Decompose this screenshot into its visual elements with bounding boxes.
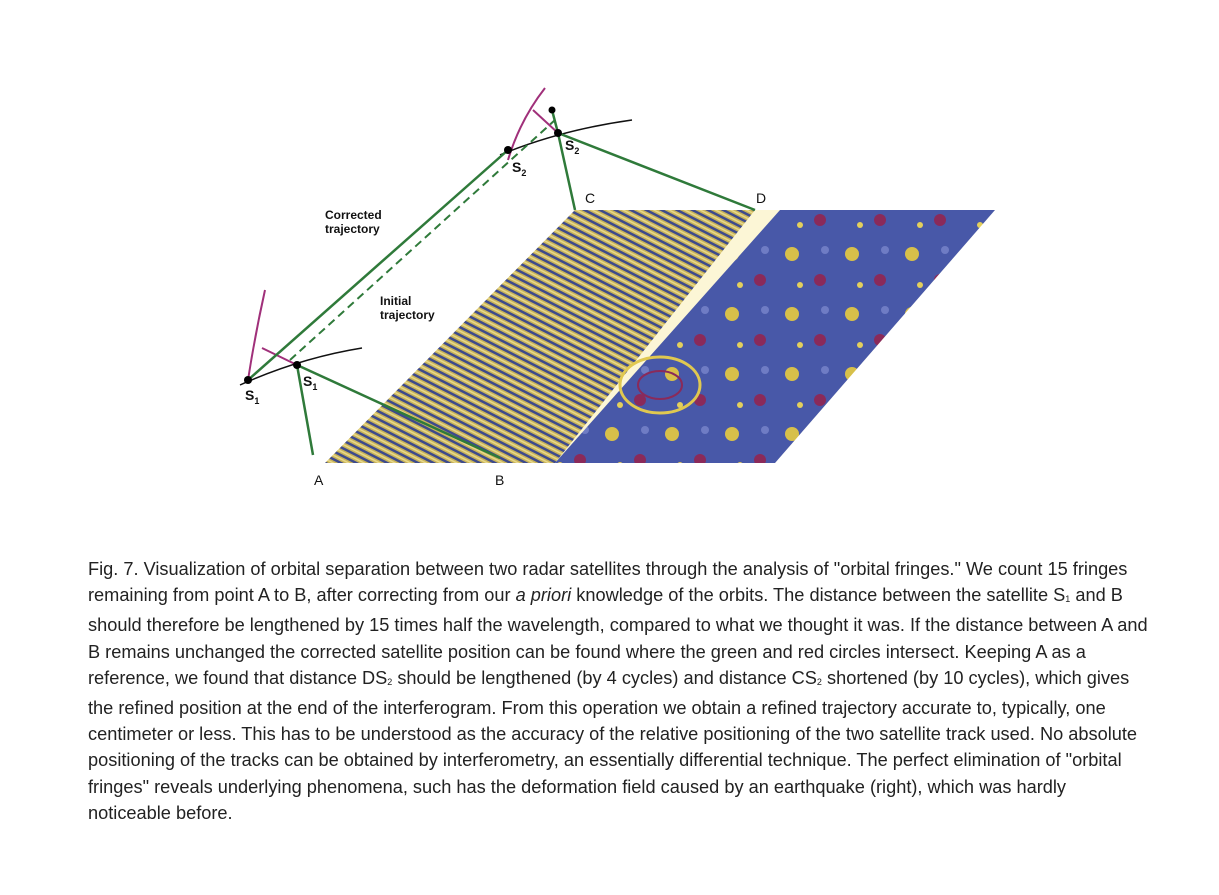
label: C (585, 190, 595, 206)
caption-text: a priori (516, 585, 572, 605)
label: 2 (574, 146, 579, 156)
label: 2 (521, 168, 526, 178)
label: 1 (312, 382, 317, 392)
caption-text: shortened (by 10 cycles), which gives th… (88, 668, 1137, 823)
page: Corrected trajectory Initial trajectory … (0, 0, 1219, 895)
label: S (565, 137, 574, 153)
label: S1 (303, 373, 317, 392)
label: S1 (245, 387, 259, 406)
label: S (245, 387, 254, 403)
label: Initial (380, 294, 411, 308)
label: Corrected (325, 208, 382, 222)
label: S (303, 373, 312, 389)
label: S (512, 159, 521, 175)
caption-text: should be lengthened (by 4 cycles) and d… (392, 668, 817, 688)
label: 1 (254, 396, 259, 406)
label: trajectory (325, 222, 380, 236)
label: A (314, 472, 324, 488)
caption-text: knowledge of the orbits. The distance be… (571, 585, 1065, 605)
caption: Fig. 7. Visualization of orbital separat… (88, 556, 1148, 826)
label: trajectory (380, 308, 435, 322)
label: S2 (512, 159, 526, 178)
figure: Corrected trajectory Initial trajectory … (0, 0, 1219, 540)
label: B (495, 472, 504, 488)
label: D (756, 190, 766, 206)
